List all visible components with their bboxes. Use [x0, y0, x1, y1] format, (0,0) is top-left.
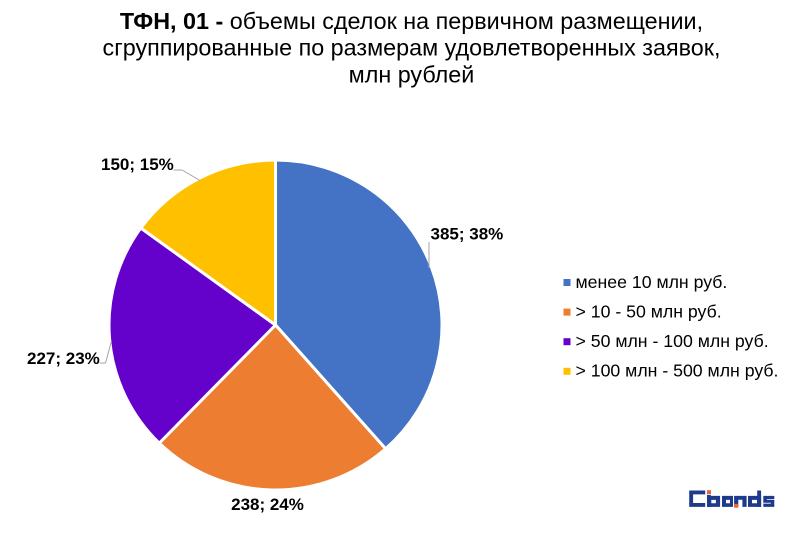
svg-text:238; 24%: 238; 24% — [231, 495, 304, 514]
svg-text:150; 15%: 150; 15% — [101, 155, 174, 174]
svg-text:млн рублей: млн рублей — [349, 62, 475, 88]
svg-text:ТФН, 01 - объемы сделок на пер: ТФН, 01 - объемы сделок на первичном раз… — [120, 8, 703, 34]
svg-text:> 50 млн - 100 млн руб.: > 50 млн - 100 млн руб. — [576, 331, 769, 351]
svg-text:385; 38%: 385; 38% — [431, 225, 504, 244]
svg-text:менее 10 млн руб.: менее 10 млн руб. — [576, 272, 728, 292]
svg-text:> 10 - 50 млн руб.: > 10 - 50 млн руб. — [576, 302, 722, 322]
svg-text:227; 23%: 227; 23% — [27, 349, 100, 368]
svg-text:сгруппированные по размерам уд: сгруппированные по размерам удовлетворен… — [103, 35, 721, 61]
svg-text:> 100 млн - 500 млн руб.: > 100 млн - 500 млн руб. — [576, 361, 779, 381]
